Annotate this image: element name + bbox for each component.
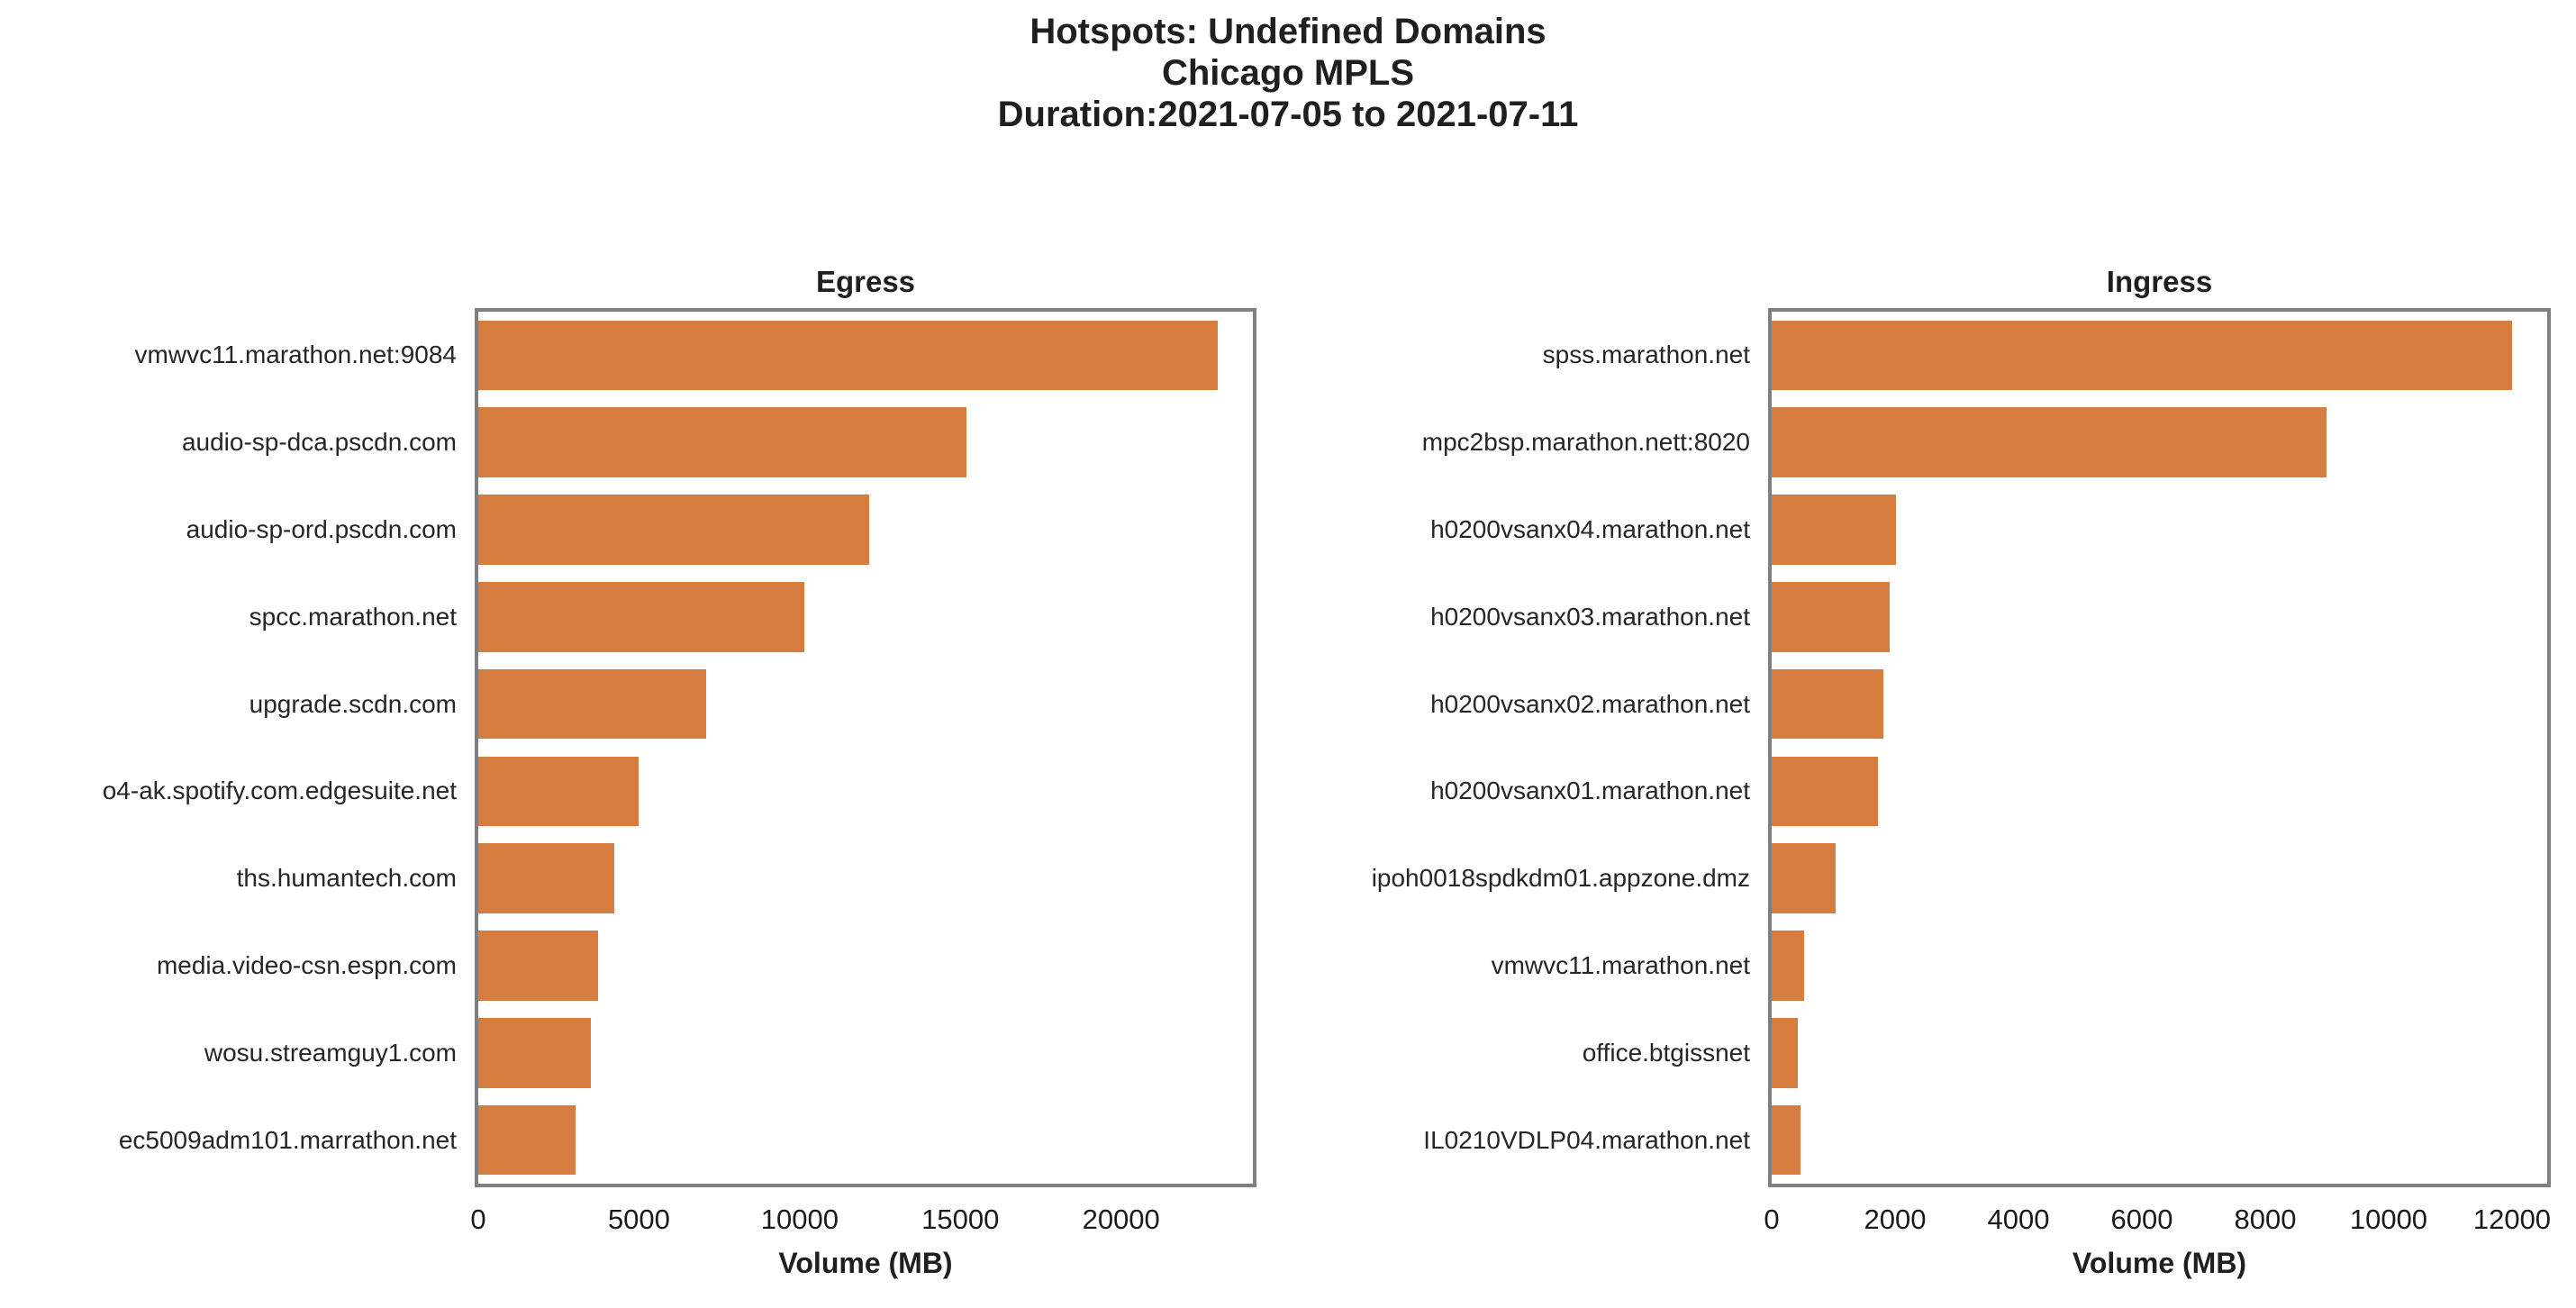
x-axis-label: Volume (MB) (778, 1247, 953, 1279)
x-tick-label: 0 (470, 1204, 486, 1235)
category-label: h0200vsanx04.marathon.net (1430, 515, 1750, 543)
category-label: spss.marathon.net (1542, 341, 1750, 369)
category-label: o4-ak.spotify.com.edgesuite.net (102, 777, 457, 805)
x-tick-label: 0 (1764, 1204, 1780, 1235)
x-tick-label: 12000 (2472, 1204, 2552, 1235)
category-label: wosu.streamguy1.com (204, 1038, 457, 1067)
x-tick-label: 6000 (2110, 1204, 2173, 1235)
x-tick-label: 5000 (607, 1204, 670, 1235)
x-axis-label: Volume (MB) (2072, 1247, 2247, 1279)
bar (1772, 668, 1883, 740)
x-tick-label: 4000 (1987, 1204, 2050, 1235)
bar (1772, 931, 1805, 1001)
title-line-site: Chicago MPLS (1161, 53, 1415, 93)
bar (1772, 756, 1878, 827)
category-label: ec5009adm101.marrathon.net (118, 1125, 457, 1154)
bar (1772, 843, 1836, 913)
chart-main-title: Hotspots: Undefined Domains Chicago MPLS… (0, 11, 2576, 135)
x-tick-label: 20000 (1082, 1204, 1160, 1235)
bar (1772, 582, 1890, 652)
category-label: audio-sp-dca.pscdn.com (181, 428, 457, 457)
category-label: vmwvc11.marathon.net (1491, 951, 1750, 979)
category-label: vmwvc11.marathon.net:9084 (134, 341, 457, 369)
bar (478, 582, 805, 652)
bar (1772, 407, 2327, 477)
category-label: office.btgissnet (1582, 1038, 1750, 1067)
bar (478, 495, 869, 565)
x-tick-label: 2000 (1864, 1204, 1927, 1235)
bar (478, 931, 599, 1001)
x-tick-label: 10000 (2349, 1204, 2428, 1235)
bar (478, 668, 707, 740)
bar (478, 320, 1218, 391)
bar (1772, 1018, 1798, 1088)
category-label: upgrade.scdn.com (249, 689, 457, 718)
category-label: ths.humantech.com (236, 864, 457, 893)
title-line-hotspots: Hotspots: Undefined Domains (1029, 12, 1547, 51)
bar (478, 756, 639, 827)
x-tick-label: 10000 (760, 1204, 839, 1235)
bar (478, 843, 614, 913)
x-tick-label: 8000 (2234, 1204, 2297, 1235)
bar (478, 407, 967, 477)
category-label: spcc.marathon.net (249, 602, 457, 631)
subplot-title-egress: Egress (815, 265, 916, 298)
bar (1772, 495, 1896, 565)
bar (478, 1018, 591, 1088)
bar (1772, 1104, 1800, 1176)
plot-area (475, 308, 1256, 1187)
x-axis-ticks: 0 5000 10000 15000 20000 (470, 1204, 1253, 1243)
category-label: h0200vsanx03.marathon.net (1430, 602, 1750, 631)
category-label: mpc2bsp.marathon.nett:8020 (1421, 428, 1750, 457)
category-label: audio-sp-ord.pscdn.com (186, 515, 457, 543)
category-label: h0200vsanx01.marathon.net (1430, 777, 1750, 805)
x-tick-label: 15000 (921, 1204, 1000, 1235)
category-label: ipoh0018spdkdm01.appzone.dmz (1371, 864, 1750, 893)
category-label: media.video-csn.espn.com (156, 951, 457, 979)
bar (478, 1104, 576, 1176)
plot-area (1768, 308, 2551, 1187)
category-label: h0200vsanx02.marathon.net (1430, 689, 1750, 718)
bar (1772, 320, 2512, 391)
category-label: IL0210VDLP04.marathon.net (1423, 1125, 1750, 1154)
subplot-title-ingress: Ingress (2106, 265, 2213, 298)
x-axis-ticks: 0 2000 4000 6000 8000 10000 12000 (1764, 1204, 2551, 1243)
title-line-duration: Duration:2021-07-05 to 2021-07-11 (997, 95, 1579, 134)
